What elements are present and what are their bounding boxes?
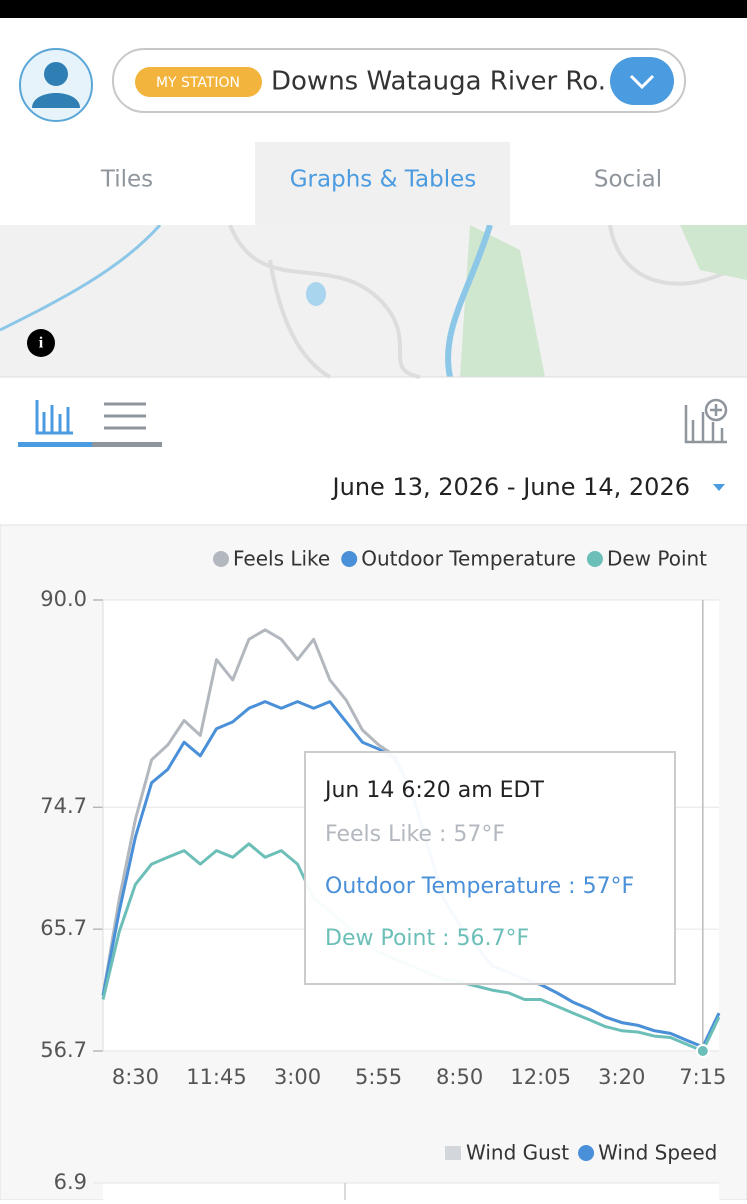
x-tick-label: 7:15 [679,1065,726,1089]
y-tick-label: 56.7 [40,1038,87,1062]
y-tick-label: 90.0 [40,587,87,611]
hover-point [695,1044,710,1058]
legend-marker [341,551,358,567]
legend-label: Feels Like [233,547,330,571]
map: i [0,224,747,379]
x-tick-label: 8:30 [112,1065,159,1089]
chart: 56.7 65.7 74.7 90.0 8:30 11:45 3:00 5:55 8:50 12:… [40,547,726,1203]
x-tick-label: 3:20 [598,1065,645,1089]
legend-marker [578,1145,595,1161]
active-tab [255,142,510,225]
graph-view-button[interactable] [18,400,92,447]
avatar[interactable] [19,48,93,122]
legend-marker [586,551,603,567]
status-bar [0,0,747,18]
date-range[interactable]: June 13, 2026 - June 14, 2026 [331,473,690,501]
tooltip-title: Jun 14 6:20 am EDT [323,778,544,803]
plot-area [103,1183,719,1203]
date-dropdown[interactable] [713,484,725,491]
tab[interactable]: Tiles [100,167,153,193]
tooltip-line: Dew Point : 56.7°F [325,926,529,951]
badge [135,67,262,97]
legend-label: Wind Speed [598,1141,717,1165]
y-tick-label: 74.7 [40,794,87,818]
tooltip-line: Feels Like : 57°F [325,822,505,847]
badge-text: MY STATION [156,75,240,91]
y-tick-label: 65.7 [40,916,87,940]
legend-label: Dew Point [607,547,707,571]
tab[interactable]: Social [594,167,662,193]
station-name: Downs Watauga River Ro. [271,67,606,97]
legend-label: Wind Gust [466,1141,569,1165]
tooltip [304,751,676,985]
legend-marker [213,551,229,567]
x-tick-label: 5:55 [355,1065,402,1089]
dropdown-button[interactable] [610,57,674,105]
x-tick-label: 3:00 [274,1065,321,1089]
x-tick-label: 12:05 [510,1065,571,1089]
table-view-button[interactable] [92,402,162,447]
x-tick-label: 8:50 [436,1065,483,1089]
y-tick-label: 6.9 [54,1170,87,1194]
legend-marker [445,1146,461,1160]
tooltip-line: Outdoor Temperature : 57°F [325,874,634,899]
x-tick-label: 11:45 [186,1065,247,1089]
svg-text:i: i [39,335,44,352]
add-graph-button[interactable] [684,398,728,444]
legend-label: Outdoor Temperature [361,547,576,571]
tab[interactable]: Graphs & Tables [290,167,477,193]
station-selector[interactable] [112,48,686,113]
